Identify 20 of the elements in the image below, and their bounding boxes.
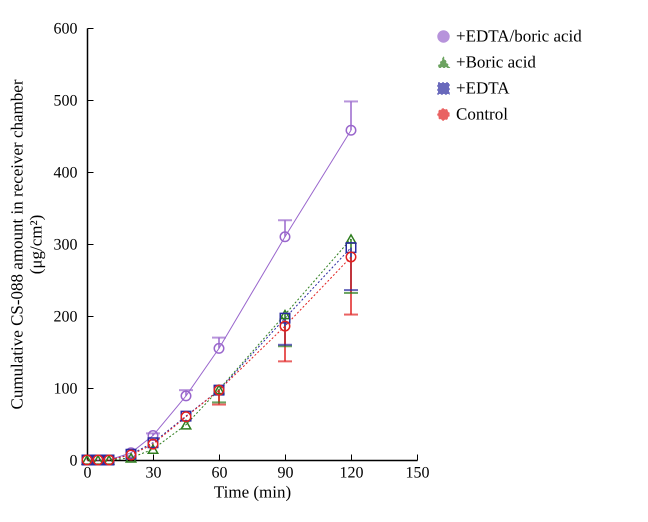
y-tick-label: 500 — [54, 92, 78, 110]
legend-label: Control — [456, 104, 508, 124]
y-tick-label: 400 — [54, 164, 78, 182]
x-axis-title: Time (min) — [214, 482, 292, 502]
text: Cumulative CS-088 amount in receiver chamber — [8, 80, 26, 410]
x-tick-label: 60 — [212, 464, 228, 482]
y-tick-label: 0 — [70, 452, 78, 470]
x-tick-label: 30 — [146, 464, 162, 482]
y-tick-label: 600 — [54, 20, 78, 38]
y-tick-label: 300 — [54, 236, 78, 254]
y-tick-label: 200 — [54, 308, 78, 326]
legend-label: +Boric acid — [456, 52, 536, 72]
y-tick-label: 100 — [54, 380, 78, 398]
x-tick-label: 120 — [340, 464, 364, 482]
legend-label: +EDTA/boric acid — [456, 26, 582, 46]
text: (μg/cm²) — [26, 214, 46, 274]
x-tick-label: 0 — [84, 464, 92, 482]
legend-label: +EDTA — [456, 78, 510, 98]
x-tick-label: 150 — [406, 464, 430, 482]
x-tick-label: 90 — [278, 464, 294, 482]
